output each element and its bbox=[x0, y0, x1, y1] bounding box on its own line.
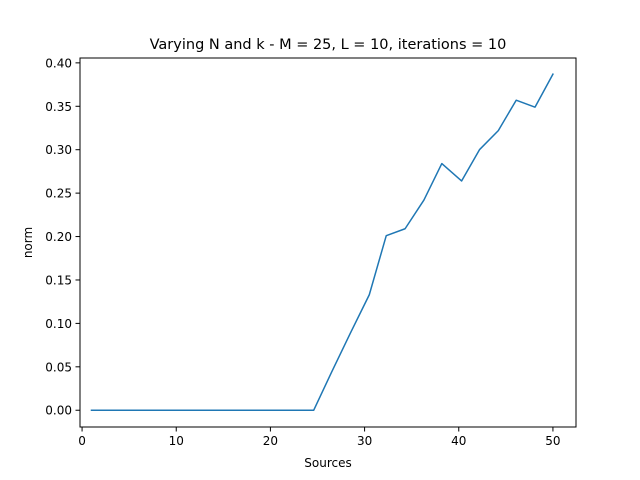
x-axis-label: Sources bbox=[304, 456, 351, 470]
x-tick-label: 30 bbox=[357, 434, 372, 448]
y-tick-label: 0.35 bbox=[45, 100, 72, 114]
x-tick-label: 20 bbox=[263, 434, 278, 448]
y-tick-label: 0.20 bbox=[45, 230, 72, 244]
x-axis-ticks: 0 10 20 30 40 50 bbox=[78, 427, 561, 448]
x-tick-label: 50 bbox=[545, 434, 560, 448]
series-line bbox=[90, 73, 554, 411]
y-tick-label: 0.05 bbox=[45, 360, 72, 374]
y-tick-label: 0.00 bbox=[45, 404, 72, 418]
y-tick-label: 0.30 bbox=[45, 143, 72, 157]
y-axis-label: norm bbox=[21, 227, 35, 258]
chart-title: Varying N and k - M = 25, L = 10, iterat… bbox=[150, 37, 507, 53]
x-tick-label: 40 bbox=[451, 434, 466, 448]
y-axis-ticks: 0.00 0.05 0.10 0.15 0.20 0.25 0.30 0.35 0.40 bbox=[45, 56, 80, 418]
y-tick-label: 0.10 bbox=[45, 317, 72, 331]
x-tick-label: 0 bbox=[78, 434, 86, 448]
axes-frame bbox=[79, 57, 577, 428]
y-tick-label: 0.15 bbox=[45, 273, 72, 287]
y-tick-label: 0.25 bbox=[45, 187, 72, 201]
plot-area bbox=[90, 73, 554, 411]
y-tick-label: 0.40 bbox=[45, 56, 72, 70]
x-tick-label: 10 bbox=[169, 434, 184, 448]
